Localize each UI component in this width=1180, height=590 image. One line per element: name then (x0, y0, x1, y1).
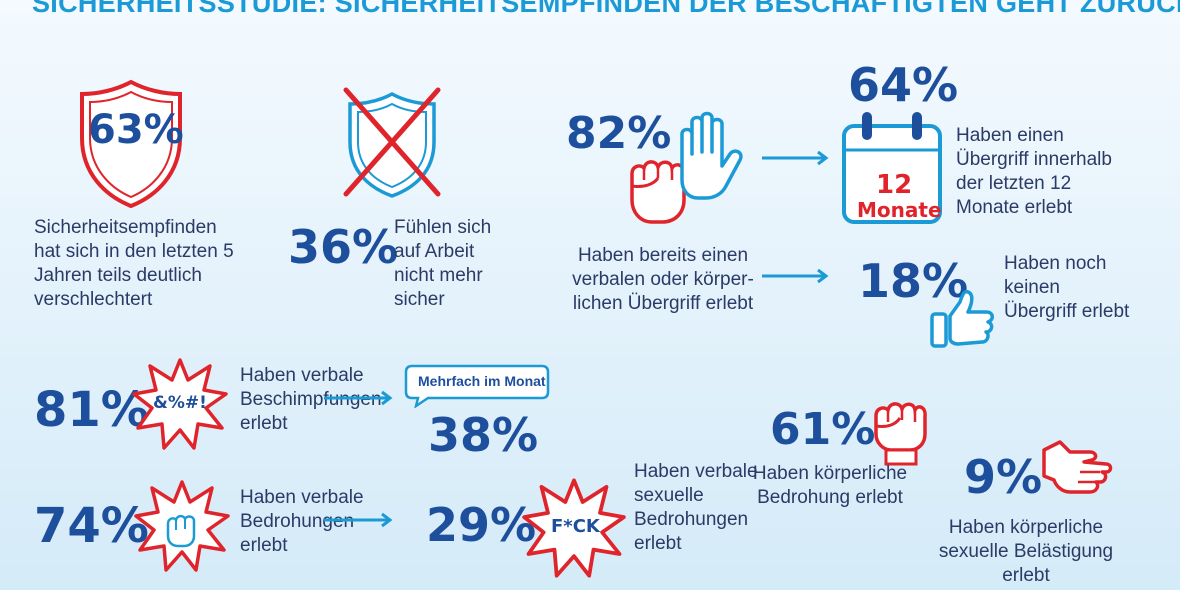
bubble-label: Mehrfach im Monat (418, 373, 546, 389)
starburst-icon (132, 356, 228, 452)
attack-description: Haben bereits einen verbalen oder körper… (572, 245, 754, 314)
recent-percentage: 64% (848, 58, 959, 112)
raised-fist-icon (870, 394, 930, 466)
physical-threat-description: Haben körperliche Bedrohung erlebt (752, 463, 908, 508)
arrow-icon (324, 390, 393, 406)
calendar-label: Monate (857, 198, 942, 222)
open-hand-icon (668, 110, 750, 202)
harassment-description: Haben körperliche sexuelle Belästigung e… (938, 517, 1114, 586)
arrow-icon (762, 150, 829, 166)
fist-icon (624, 150, 696, 230)
recent-description: Haben einen Übergriff innerhalb der letz… (956, 125, 1112, 218)
none-description: Haben noch keinen Übergriff erlebt (1004, 253, 1130, 322)
page-title: SICHERHEITSSTUDIE: SICHERHEITSEMPFINDEN … (32, 0, 1180, 18)
shield-description: Sicherheitsempfinden hat sich in den let… (34, 217, 234, 310)
physical-threat-percentage: 61% (770, 404, 876, 455)
fist-starburst-icon (134, 478, 230, 574)
insults-percentage: 81% (34, 382, 149, 438)
sexual-threats-percentage: 29% (426, 498, 537, 552)
threats-percentage: 74% (34, 498, 149, 554)
sexual-threats-symbol: F*CK (551, 516, 600, 537)
unsafe-percentage: 36% (288, 220, 399, 274)
attack-percentage: 82% (566, 108, 672, 159)
sexual-threats-description: Haben verbale sexuelle Bedrohungen erleb… (634, 461, 758, 554)
threats-description: Haben verbale Bedrohungen erlebt (240, 487, 364, 556)
arrow-icon (762, 268, 829, 284)
insults-description: Haben verbale Beschimpfungen erlebt (240, 365, 382, 434)
monthly-percentage: 38% (428, 408, 539, 462)
grabbing-hand-icon (1040, 436, 1114, 502)
starburst-icon (522, 476, 626, 580)
crossed-shield-icon (336, 86, 448, 202)
insults-symbol: &%#! (153, 393, 207, 413)
thumbs-up-icon (928, 286, 998, 350)
shield-icon (76, 78, 186, 210)
none-percentage: 18% (858, 254, 969, 308)
unsafe-description: Fühlen sich auf Arbeit nicht mehr sicher (394, 217, 492, 310)
shield-percentage: 63% (88, 107, 184, 153)
speech-bubble-icon (404, 364, 550, 408)
calendar-number: 12 (876, 170, 913, 200)
arrow-icon (324, 512, 393, 528)
calendar-icon (838, 108, 946, 228)
harassment-percentage: 9% (964, 450, 1043, 504)
